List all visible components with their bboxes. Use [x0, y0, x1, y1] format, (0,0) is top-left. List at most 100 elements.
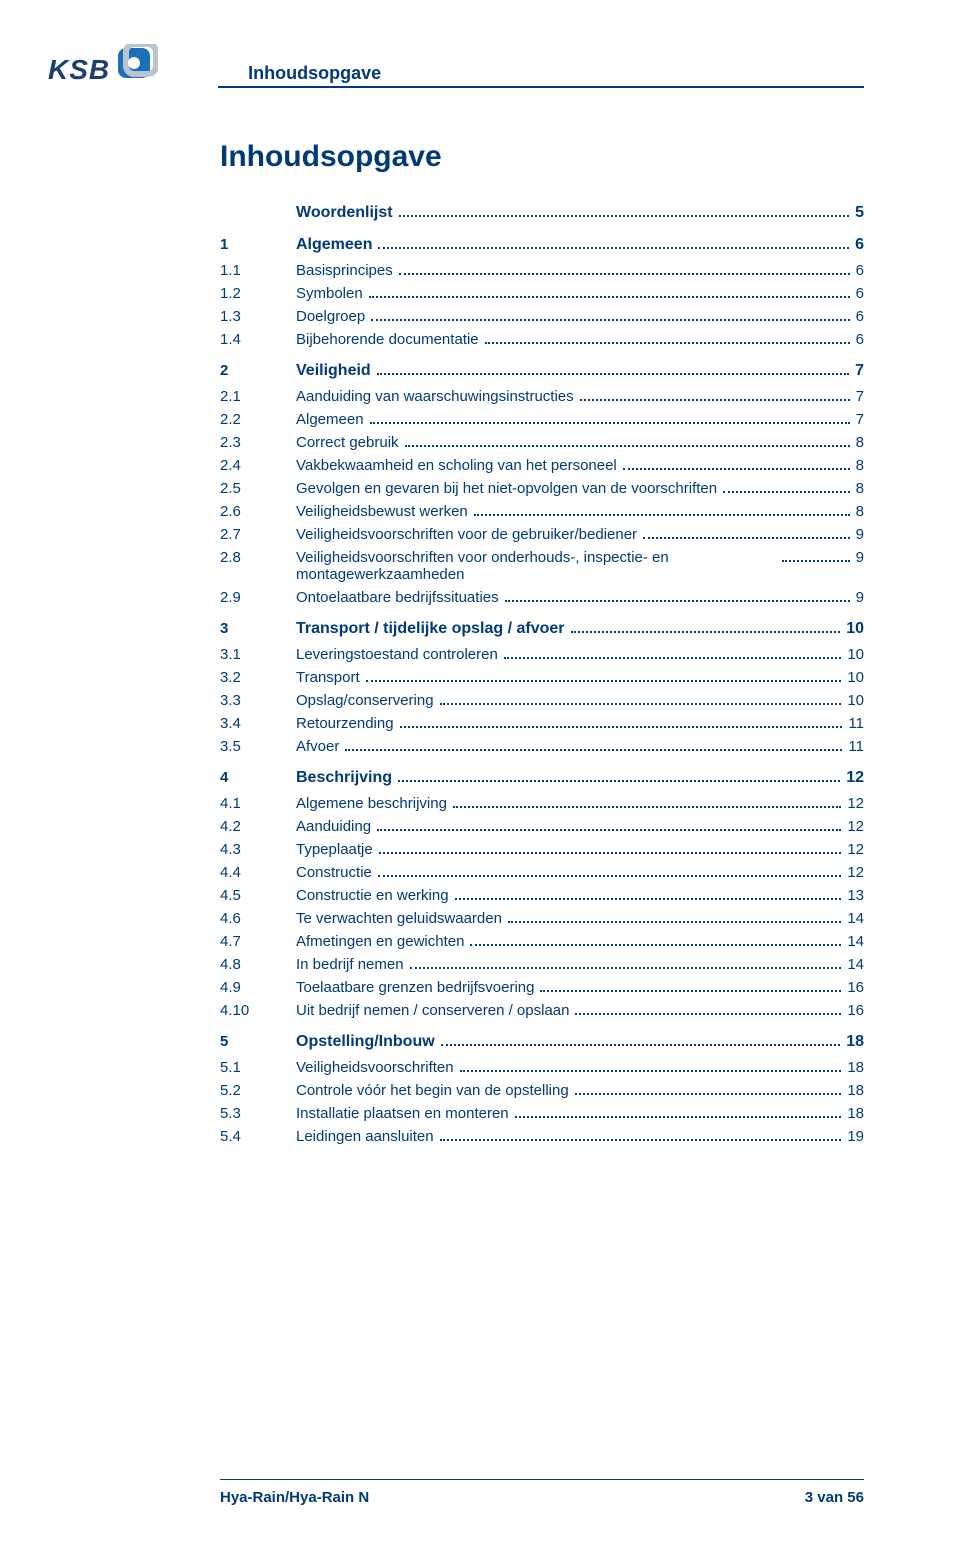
leader-dots	[378, 866, 841, 877]
toc-item-row: 2.3Correct gebruik8	[220, 434, 864, 451]
toc-number: 1.1	[220, 262, 296, 279]
toc-page: 14	[847, 910, 864, 927]
toc-number: 3.1	[220, 646, 296, 663]
toc-page: 14	[847, 933, 864, 950]
toc-page: 18	[847, 1105, 864, 1122]
toc-item-row: 4.6Te verwachten geluidswaarden14	[220, 910, 864, 927]
toc-title: Toelaatbare grenzen bedrijfsvoering	[296, 979, 534, 996]
leader-dots	[455, 889, 842, 900]
toc-number: 4.7	[220, 933, 296, 950]
toc-section-row: 3Transport / tijdelijke opslag / afvoer1…	[220, 620, 864, 638]
toc-title: Retourzending	[296, 715, 394, 732]
leader-dots	[470, 935, 841, 946]
toc-number: 2.6	[220, 503, 296, 520]
leader-dots	[345, 740, 842, 751]
toc-page: 10	[846, 620, 864, 638]
toc-page: 16	[847, 1002, 864, 1019]
toc-number: 3.2	[220, 669, 296, 686]
toc-item-row: 2.6Veiligheidsbewust werken8	[220, 503, 864, 520]
toc-title: Afvoer	[296, 738, 339, 755]
leader-dots	[400, 717, 843, 728]
leader-dots	[643, 528, 850, 539]
toc-title: Symbolen	[296, 285, 363, 302]
leader-dots	[453, 797, 841, 808]
toc-number: 3.5	[220, 738, 296, 755]
leader-dots	[370, 413, 850, 424]
leader-dots	[575, 1004, 841, 1015]
toc-page: 9	[856, 589, 864, 606]
toc-page: 16	[847, 979, 864, 996]
toc-item-row: 4.10Uit bedrijf nemen / conserveren / op…	[220, 1002, 864, 1019]
header-rule	[218, 86, 864, 88]
leader-dots	[540, 981, 841, 992]
toc-title: Veiligheidsvoorschriften	[296, 1059, 454, 1076]
logo-text: KSB	[48, 54, 110, 86]
toc-page: 8	[856, 434, 864, 451]
toc-number: 2.3	[220, 434, 296, 451]
header-section-title: Inhoudsopgave	[248, 63, 381, 86]
toc-title: Transport / tijdelijke opslag / afvoer	[296, 620, 565, 638]
toc-title: Constructie en werking	[296, 887, 449, 904]
toc-item-row: 2.5Gevolgen en gevaren bij het niet-opvo…	[220, 480, 864, 497]
toc-item-row: 1.4Bijbehorende documentatie6	[220, 331, 864, 348]
footer-page-number: 3 van 56	[805, 1489, 864, 1506]
table-of-contents: Woordenlijst51Algemeen61.1Basisprincipes…	[220, 204, 864, 1145]
toc-number: 2.1	[220, 388, 296, 405]
toc-page: 12	[846, 769, 864, 787]
toc-page: 6	[856, 331, 864, 348]
toc-page: 13	[847, 887, 864, 904]
toc-section-row: 1Algemeen6	[220, 236, 864, 254]
toc-number: 2.9	[220, 589, 296, 606]
toc-item-row: 4.1Algemene beschrijving 12	[220, 795, 864, 812]
toc-page: 5	[855, 204, 864, 222]
toc-title: Installatie plaatsen en monteren	[296, 1105, 509, 1122]
toc-title: Vakbekwaamheid en scholing van het perso…	[296, 457, 617, 474]
toc-title: Gevolgen en gevaren bij het niet-opvolge…	[296, 480, 717, 497]
leader-dots	[782, 551, 850, 562]
toc-page: 12	[847, 795, 864, 812]
leader-dots	[405, 436, 850, 447]
toc-title: Basisprincipes	[296, 262, 393, 279]
logo-mark-icon	[116, 44, 158, 86]
toc-number: 4.1	[220, 795, 296, 812]
toc-item-row: 2.2Algemeen7	[220, 411, 864, 428]
toc-title: Opstelling/Inbouw	[296, 1033, 435, 1051]
toc-item-row: 5.4Leidingen aansluiten19	[220, 1128, 864, 1145]
logo: KSB	[48, 44, 158, 86]
toc-number: 5.2	[220, 1082, 296, 1099]
toc-page: 12	[847, 818, 864, 835]
toc-number: 1.2	[220, 285, 296, 302]
toc-title: Aanduiding van waarschuwingsinstructies	[296, 388, 574, 405]
toc-page: 14	[847, 956, 864, 973]
toc-title: Veiligheidsvoorschriften voor de gebruik…	[296, 526, 637, 543]
leader-dots	[508, 912, 841, 923]
toc-item-row: 4.7Afmetingen en gewichten14	[220, 933, 864, 950]
toc-page: 9	[856, 549, 864, 566]
toc-item-row: 3.2Transport10	[220, 669, 864, 686]
toc-number: 4.8	[220, 956, 296, 973]
toc-item-row: 4.9Toelaatbare grenzen bedrijfsvoering16	[220, 979, 864, 996]
toc-number: 2	[220, 362, 296, 379]
leader-dots	[440, 1130, 842, 1141]
toc-item-row: 2.1Aanduiding van waarschuwingsinstructi…	[220, 388, 864, 405]
toc-title: Veiligheidsvoorschriften voor onderhouds…	[296, 549, 776, 583]
toc-number: 2.4	[220, 457, 296, 474]
leader-dots	[441, 1035, 841, 1046]
toc-title: Algemene beschrijving	[296, 795, 447, 812]
leader-dots	[398, 771, 840, 782]
toc-number: 5.1	[220, 1059, 296, 1076]
toc-page: 8	[856, 480, 864, 497]
leader-dots	[379, 843, 842, 854]
leader-dots	[460, 1061, 842, 1072]
toc-page: 10	[847, 646, 864, 663]
toc-title: Bijbehorende documentatie	[296, 331, 479, 348]
toc-number: 1.3	[220, 308, 296, 325]
toc-title: Veiligheidsbewust werken	[296, 503, 468, 520]
toc-number: 4.3	[220, 841, 296, 858]
leader-dots	[474, 505, 850, 516]
leader-dots	[410, 958, 842, 969]
toc-section-row: 5Opstelling/Inbouw18	[220, 1033, 864, 1051]
leader-dots	[369, 287, 850, 298]
toc-number: 4.2	[220, 818, 296, 835]
page: KSB Inhoudsopgave Inhoudsopgave Woordenl…	[0, 0, 960, 1552]
